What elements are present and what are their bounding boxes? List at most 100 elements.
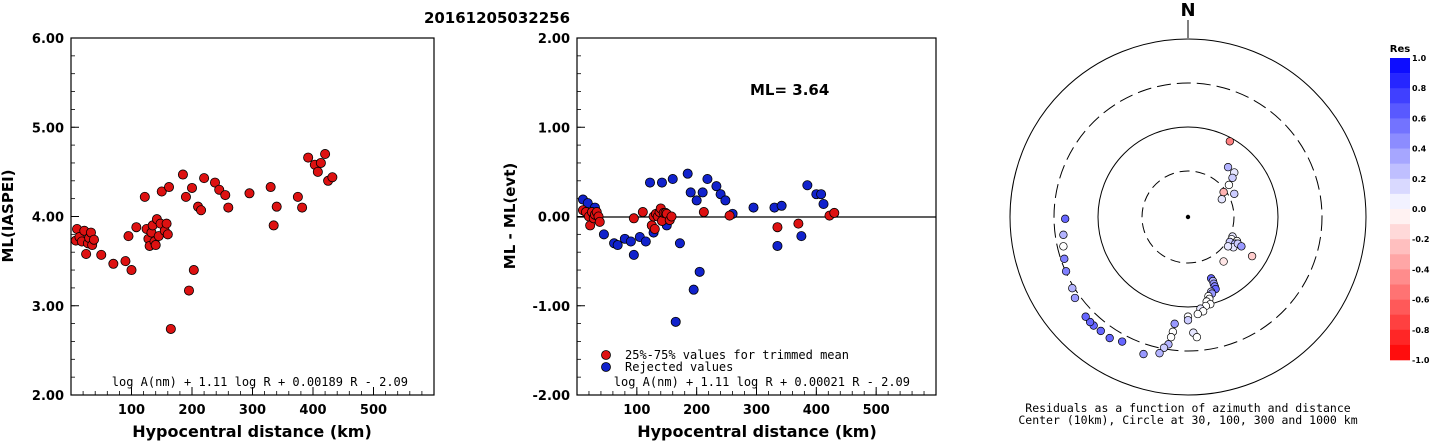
- rejected-point: [720, 195, 731, 206]
- x-tick-label: 200: [178, 403, 205, 418]
- residual-point: [1061, 214, 1070, 223]
- residual-point: [1060, 254, 1069, 263]
- colorbar-tick-label: 1.0: [1412, 54, 1427, 63]
- residual-point: [1223, 163, 1233, 172]
- polar-caption-line2: Center (10km), Circle at 30, 100, 300 an…: [1018, 413, 1357, 427]
- data-point: [131, 222, 142, 233]
- colorbar-tick-label: -1.0: [1412, 356, 1430, 365]
- colorbar-cell: [1390, 254, 1410, 270]
- data-point: [96, 249, 107, 260]
- residual-point: [1105, 333, 1114, 343]
- residual-point: [1170, 319, 1179, 328]
- x-tick-label: 300: [239, 403, 266, 418]
- epicenter-dot: [1185, 214, 1191, 220]
- residual-point: [1068, 284, 1077, 293]
- colorbar-tick-label: 0.2: [1412, 175, 1426, 184]
- north-label: N: [1180, 0, 1195, 21]
- colorbar-cell: [1390, 284, 1410, 300]
- data-point: [292, 191, 303, 202]
- residual-point: [1059, 230, 1068, 239]
- data-point: [177, 169, 188, 180]
- rejected-point: [670, 316, 681, 327]
- left-points: [70, 149, 338, 334]
- data-point: [220, 190, 231, 201]
- rejected-point: [802, 180, 813, 191]
- rejected-point: [796, 231, 807, 242]
- left-x-axis-label: Hypocentral distance (km): [132, 422, 372, 441]
- data-point: [188, 265, 199, 276]
- colorbar-cell: [1390, 118, 1410, 134]
- residual-point: [1117, 337, 1127, 346]
- data-point: [126, 265, 137, 276]
- rejected-point: [640, 236, 651, 247]
- y-tick-label: -2.00: [533, 389, 570, 404]
- residual-point: [1237, 242, 1246, 251]
- mid-y-ticks: -2.00 -1.00 0.00 1.00 2.00: [533, 32, 585, 404]
- colorbar-tick-label: -0.6: [1412, 296, 1430, 305]
- colorbar-cell: [1390, 73, 1410, 89]
- residual-point: [1070, 293, 1080, 303]
- ring-300km: [1053, 82, 1323, 352]
- data-point: [123, 231, 134, 242]
- rejected-point: [685, 187, 696, 198]
- data-point: [156, 186, 167, 197]
- data-point: [312, 166, 323, 177]
- middle-chart: -2.00 -1.00 0.00 1.00 2.00 100 200 300 400 500 M…: [501, 32, 937, 441]
- rejected-point: [776, 200, 787, 211]
- kept-point: [649, 223, 660, 234]
- data-point: [165, 323, 176, 334]
- rejected-point: [625, 236, 636, 247]
- ring-1000km: [1009, 38, 1367, 396]
- residual-point: [1155, 349, 1164, 358]
- kept-point: [666, 211, 677, 222]
- ring-100km: [1097, 126, 1279, 308]
- colorbar-tick-label: 0.6: [1412, 114, 1427, 123]
- rejected-point: [688, 284, 699, 295]
- residual-point: [1159, 343, 1169, 352]
- colorbar-cell: [1390, 148, 1410, 164]
- rejected-point: [711, 181, 722, 192]
- rejected-point: [818, 199, 829, 210]
- rejected-point: [612, 240, 623, 251]
- polar-caption-line1: Residuals as a function of azimuth and d…: [1025, 401, 1350, 415]
- rejected-point: [772, 240, 783, 251]
- residual-point: [1230, 189, 1239, 199]
- legend-kept-marker: [601, 350, 611, 360]
- residual-point: [1217, 195, 1226, 204]
- data-point: [268, 220, 279, 231]
- rejected-point: [674, 238, 685, 249]
- x-tick-label: 100: [623, 403, 650, 418]
- colorbar-cell: [1390, 329, 1410, 346]
- colorbar-cell: [1390, 239, 1410, 255]
- colorbar-tick-label: 0.0: [1412, 205, 1427, 214]
- residual-point: [1139, 349, 1148, 359]
- data-point: [320, 149, 331, 160]
- colorbar: Res 1.0 0.8 0.6 0.4 0.2 0.0 -0.2 -0.4 -0.6 -0.8 -1…: [1390, 44, 1430, 365]
- data-point: [244, 188, 255, 199]
- colorbar-cells: [1390, 58, 1410, 361]
- x-tick-label: 100: [118, 403, 145, 418]
- colorbar-cell: [1390, 163, 1410, 180]
- data-point: [161, 218, 172, 229]
- colorbar-cell: [1390, 103, 1410, 119]
- y-tick-label: 6.00: [32, 32, 64, 47]
- data-point: [265, 182, 276, 193]
- x-tick-label: 500: [863, 403, 890, 418]
- colorbar-cell: [1390, 314, 1410, 331]
- y-tick-label: 4.00: [32, 211, 64, 226]
- data-point: [223, 202, 234, 213]
- kept-point: [724, 210, 735, 221]
- residual-point: [1166, 333, 1176, 342]
- colorbar-tick-label: -0.4: [1412, 265, 1430, 274]
- colorbar-cell: [1390, 209, 1410, 225]
- data-point: [327, 172, 338, 183]
- left-chart: 2.00 3.00 4.00 5.00 6.00 100 200 300 400 500 ML(…: [0, 32, 435, 441]
- rejected-point: [656, 177, 667, 188]
- rejected-point: [816, 189, 827, 200]
- x-tick-label: 300: [743, 403, 770, 418]
- data-point: [315, 157, 326, 168]
- x-tick-label: 500: [360, 403, 387, 418]
- left-x-ticks: 100 200 300 400 500: [82, 387, 423, 418]
- colorbar-cell: [1390, 269, 1410, 285]
